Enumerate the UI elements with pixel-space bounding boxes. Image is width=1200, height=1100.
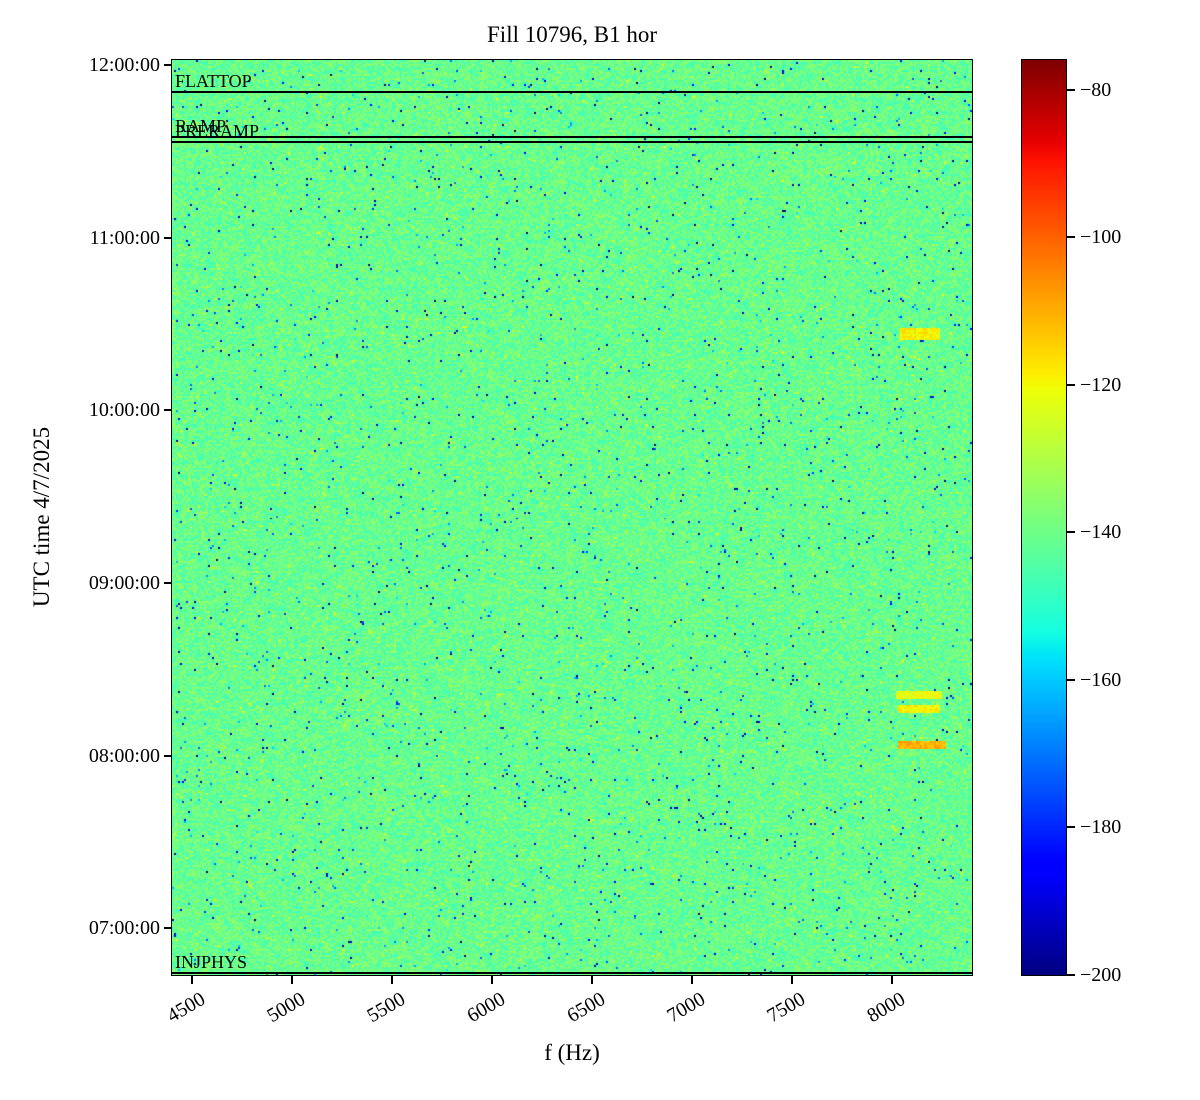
colorbar-tick-label: −160 <box>1080 668 1122 691</box>
ytick-label: 12:00:00 <box>88 54 160 77</box>
xtick-label: 8000 <box>863 988 909 1028</box>
beam-mode-label-ramp: RAMP <box>175 116 227 137</box>
ytick-label: 09:00:00 <box>88 572 160 595</box>
colorbar-gradient <box>1022 60 1066 975</box>
beam-mode-label-preramp: PRERAMP <box>175 121 260 142</box>
xtick-mark <box>391 976 393 984</box>
beam-mode-line-flattop <box>172 91 972 94</box>
x-axis-label: f (Hz) <box>544 1040 600 1065</box>
beam-mode-label-injphys: INJPHYS <box>175 952 248 973</box>
colorbar-tick-mark <box>1067 826 1075 829</box>
colorbar-tick-label: −180 <box>1080 816 1122 839</box>
ytick-label: 07:00:00 <box>88 917 160 940</box>
xtick-mark <box>791 976 793 984</box>
y-axis-label: UTC time 4/7/2025 <box>29 426 54 608</box>
xtick-label: 5500 <box>363 988 409 1028</box>
ytick-mark <box>164 582 172 585</box>
ytick-label: 08:00:00 <box>88 744 160 767</box>
xtick-mark <box>691 976 693 984</box>
xtick-label: 7500 <box>763 988 809 1028</box>
xtick-mark <box>291 976 293 984</box>
colorbar-tick-mark <box>1067 236 1075 239</box>
colorbar-tick-mark <box>1067 678 1075 681</box>
colorbar-tick-label: −80 <box>1080 78 1112 101</box>
colorbar-tick-mark <box>1067 88 1075 91</box>
colorbar-tick-mark <box>1067 383 1075 386</box>
colorbar-tick-mark <box>1067 531 1075 534</box>
xtick-mark <box>491 976 493 984</box>
spectrogram-heatmap <box>172 60 972 975</box>
xtick-mark <box>891 976 893 984</box>
ytick-mark <box>164 754 172 757</box>
ytick-mark <box>164 927 172 930</box>
beam-mode-line-ramp <box>172 136 972 139</box>
ytick-mark <box>164 409 172 412</box>
ytick-label: 11:00:00 <box>89 226 160 249</box>
beam-mode-line-injphys <box>172 972 972 975</box>
xtick-mark <box>191 976 193 984</box>
xtick-label: 7000 <box>663 988 709 1028</box>
colorbar-tick-label: −120 <box>1080 373 1122 396</box>
ytick-label: 10:00:00 <box>88 399 160 422</box>
xtick-mark <box>591 976 593 984</box>
colorbar-tick-mark <box>1067 974 1075 976</box>
colorbar-tick-label: −100 <box>1080 226 1122 249</box>
ytick-mark <box>164 236 172 239</box>
xtick-label: 6500 <box>563 988 609 1028</box>
beam-mode-line-preramp <box>172 141 972 144</box>
xtick-label: 6000 <box>463 988 509 1028</box>
xtick-label: 4500 <box>163 988 209 1028</box>
colorbar-tick-label: −140 <box>1080 521 1122 544</box>
ytick-mark <box>164 64 172 67</box>
chart-title: Fill 10796, B1 hor <box>487 22 657 47</box>
xtick-label: 5000 <box>263 988 309 1028</box>
beam-mode-label-flattop: FLATTOP <box>175 71 252 92</box>
colorbar-tick-label: −200 <box>1080 964 1122 986</box>
